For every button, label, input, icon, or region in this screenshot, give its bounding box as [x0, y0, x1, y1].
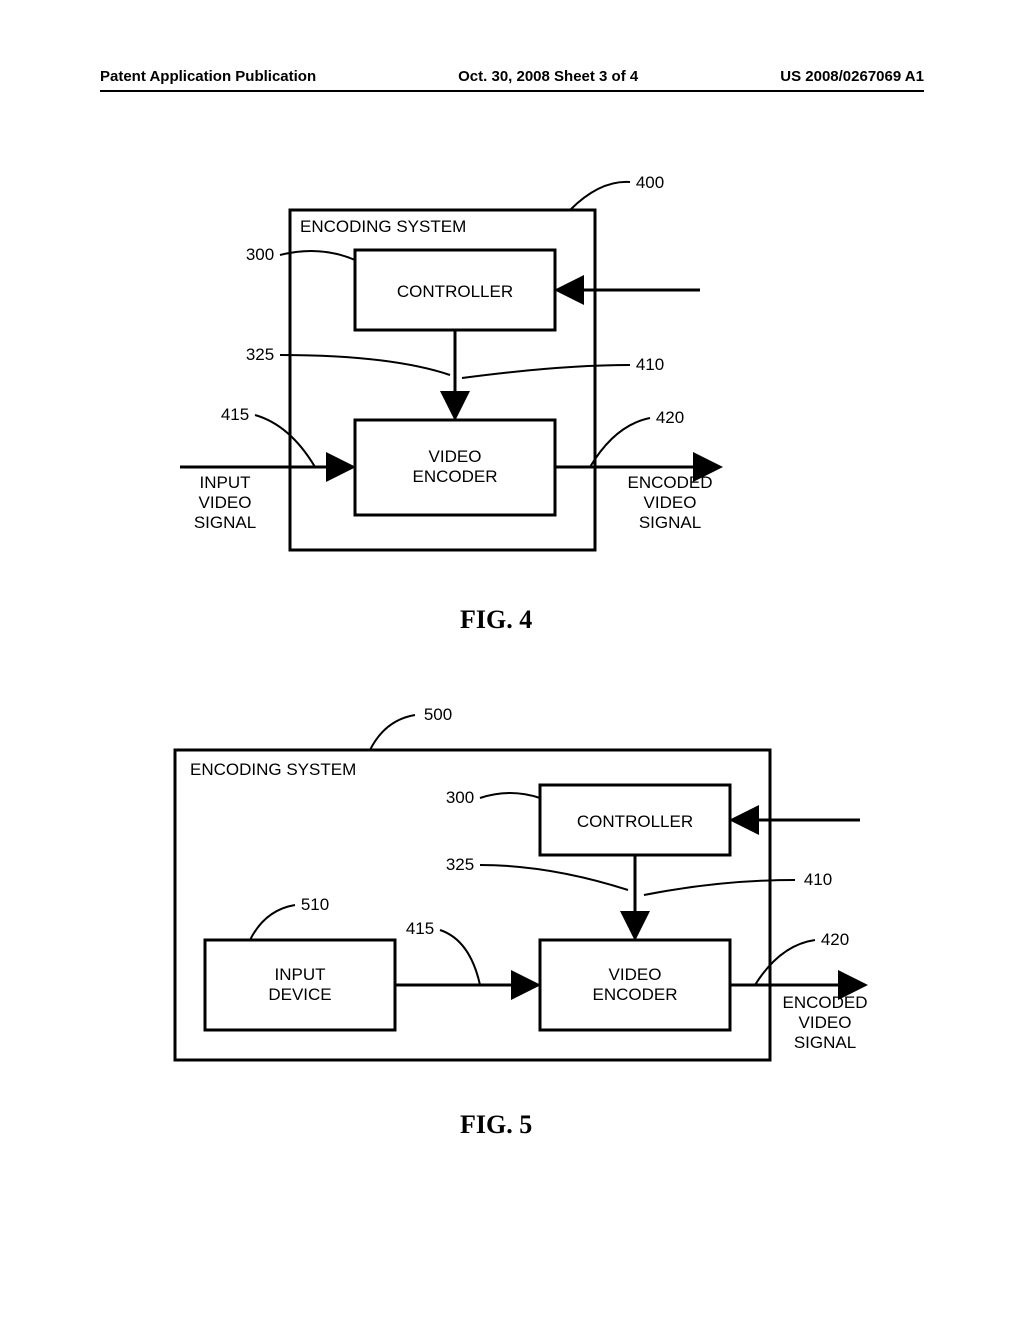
fig4-ref-410: 410 — [636, 355, 664, 374]
fig5-leader-510 — [250, 905, 295, 940]
fig4-diagram: ENCODING SYSTEM CONTROLLER VIDEO ENCODER… — [140, 160, 840, 590]
fig5-ref-420: 420 — [821, 930, 849, 949]
header-right: US 2008/0267069 A1 — [780, 68, 924, 85]
fig5-caption: FIG. 5 — [460, 1110, 532, 1140]
fig4-leader-410 — [462, 365, 630, 378]
fig5-diagram: ENCODING SYSTEM CONTROLLER VIDEO ENCODER… — [120, 680, 900, 1110]
page-header: Patent Application Publication Oct. 30, … — [0, 68, 1024, 85]
fig4-caption: FIG. 4 — [460, 605, 532, 635]
fig4-output-label-1: ENCODED — [627, 473, 712, 492]
fig4-ref-300: 300 — [246, 245, 274, 264]
header-rule — [100, 90, 924, 92]
fig5-leader-500 — [370, 715, 415, 750]
fig4-leader-325 — [280, 355, 450, 375]
page: Patent Application Publication Oct. 30, … — [0, 0, 1024, 1320]
fig5-leader-300 — [480, 793, 540, 798]
fig5-ref-300: 300 — [446, 788, 474, 807]
fig4-encoder-label-1: VIDEO — [429, 447, 482, 466]
fig5-ref-500: 500 — [424, 705, 452, 724]
fig4-ref-400: 400 — [636, 173, 664, 192]
fig5-leader-410 — [644, 880, 795, 895]
fig5-leader-420 — [755, 940, 815, 985]
fig5-leader-325 — [480, 865, 628, 890]
fig4-input-label-2: VIDEO — [199, 493, 252, 512]
fig4-system-label: ENCODING SYSTEM — [300, 217, 466, 236]
fig5-ref-415: 415 — [406, 919, 434, 938]
fig5-system-label: ENCODING SYSTEM — [190, 760, 356, 779]
fig4-ref-415: 415 — [221, 405, 249, 424]
header-left: Patent Application Publication — [100, 68, 316, 85]
fig4-ref-420: 420 — [656, 408, 684, 427]
fig4-ref-325: 325 — [246, 345, 274, 364]
fig4-input-label-3: SIGNAL — [194, 513, 256, 532]
fig5-controller-label: CONTROLLER — [577, 812, 693, 831]
fig5-encoder-label-1: VIDEO — [609, 965, 662, 984]
header-mid: Oct. 30, 2008 Sheet 3 of 4 — [458, 68, 638, 85]
fig5-encoder-label-2: ENCODER — [592, 985, 677, 1004]
fig5-input-device-label-2: DEVICE — [268, 985, 331, 1004]
fig5-ref-325: 325 — [446, 855, 474, 874]
fig4-output-label-2: VIDEO — [644, 493, 697, 512]
fig5-output-label-1: ENCODED — [782, 993, 867, 1012]
fig5-ref-410: 410 — [804, 870, 832, 889]
fig5-output-label-2: VIDEO — [799, 1013, 852, 1032]
fig4-leader-415 — [255, 415, 315, 467]
fig5-ref-510: 510 — [301, 895, 329, 914]
fig5-leader-415 — [440, 930, 480, 985]
fig4-leader-400 — [570, 182, 630, 210]
fig4-encoder-label-2: ENCODER — [412, 467, 497, 486]
fig5-input-device-label-1: INPUT — [275, 965, 326, 984]
fig5-output-label-3: SIGNAL — [794, 1033, 856, 1052]
fig4-output-label-3: SIGNAL — [639, 513, 701, 532]
fig4-leader-420 — [590, 418, 650, 467]
fig4-input-label-1: INPUT — [200, 473, 251, 492]
fig4-controller-label: CONTROLLER — [397, 282, 513, 301]
